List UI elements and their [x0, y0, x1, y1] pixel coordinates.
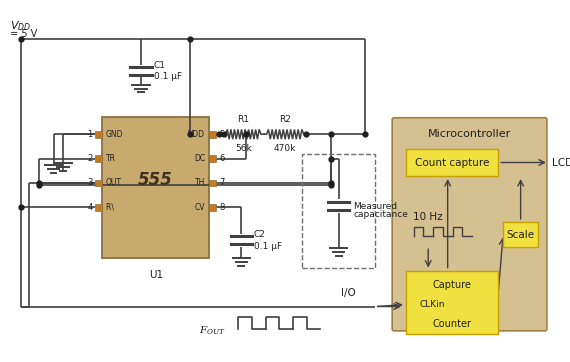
Text: capacitance: capacitance — [353, 210, 408, 219]
Text: OUT: OUT — [106, 178, 122, 188]
Text: 3: 3 — [87, 178, 92, 188]
Bar — [209, 180, 216, 186]
Bar — [102, 117, 209, 258]
Text: 0.1 μF: 0.1 μF — [254, 242, 282, 251]
Text: 6: 6 — [219, 154, 225, 163]
Text: 7: 7 — [219, 178, 225, 188]
Text: CLKin: CLKin — [420, 300, 445, 309]
Text: 8: 8 — [219, 203, 225, 212]
Text: 56k: 56k — [235, 144, 252, 153]
Text: 10 Hz: 10 Hz — [413, 212, 443, 222]
Text: C2: C2 — [254, 230, 266, 239]
Text: CV: CV — [195, 203, 205, 212]
Text: 470k: 470k — [274, 144, 296, 153]
Text: $F_{OUT}$: $F_{OUT}$ — [199, 325, 226, 337]
FancyBboxPatch shape — [392, 118, 547, 331]
Text: 0.1 μF: 0.1 μF — [154, 72, 182, 81]
Text: U1: U1 — [149, 270, 163, 279]
Text: TR: TR — [106, 154, 116, 163]
Text: I/O: I/O — [341, 288, 356, 298]
Text: 2: 2 — [87, 154, 92, 163]
Text: R2: R2 — [279, 115, 291, 123]
Text: $V_{DD}$: $V_{DD}$ — [10, 20, 31, 33]
Bar — [406, 270, 498, 334]
Text: = 5 V: = 5 V — [10, 29, 37, 39]
Bar — [406, 149, 498, 176]
Bar — [209, 155, 216, 162]
Text: 555: 555 — [139, 171, 173, 189]
Bar — [209, 131, 216, 138]
Bar — [209, 204, 216, 211]
Bar — [95, 180, 102, 186]
Text: LCD: LCD — [552, 157, 570, 168]
Text: R\: R\ — [106, 203, 116, 212]
Text: VDD: VDD — [188, 130, 205, 139]
Bar — [302, 154, 374, 268]
Text: Counter: Counter — [433, 319, 471, 329]
Text: 5: 5 — [219, 130, 224, 139]
Bar — [95, 155, 102, 162]
Text: Capture: Capture — [433, 280, 471, 290]
Text: 1: 1 — [87, 130, 92, 139]
Text: DC: DC — [194, 154, 205, 163]
Text: GND: GND — [106, 130, 124, 139]
Bar — [95, 131, 102, 138]
Bar — [95, 204, 102, 211]
Text: Measured: Measured — [353, 202, 397, 211]
Text: Microcontroller: Microcontroller — [428, 130, 511, 139]
Text: Count capture: Count capture — [415, 157, 489, 168]
Text: 4: 4 — [87, 203, 92, 212]
Bar — [503, 222, 538, 247]
Text: R1: R1 — [237, 115, 249, 123]
Text: TH: TH — [195, 178, 205, 188]
Text: Scale: Scale — [507, 230, 535, 240]
Text: C1: C1 — [154, 61, 166, 70]
